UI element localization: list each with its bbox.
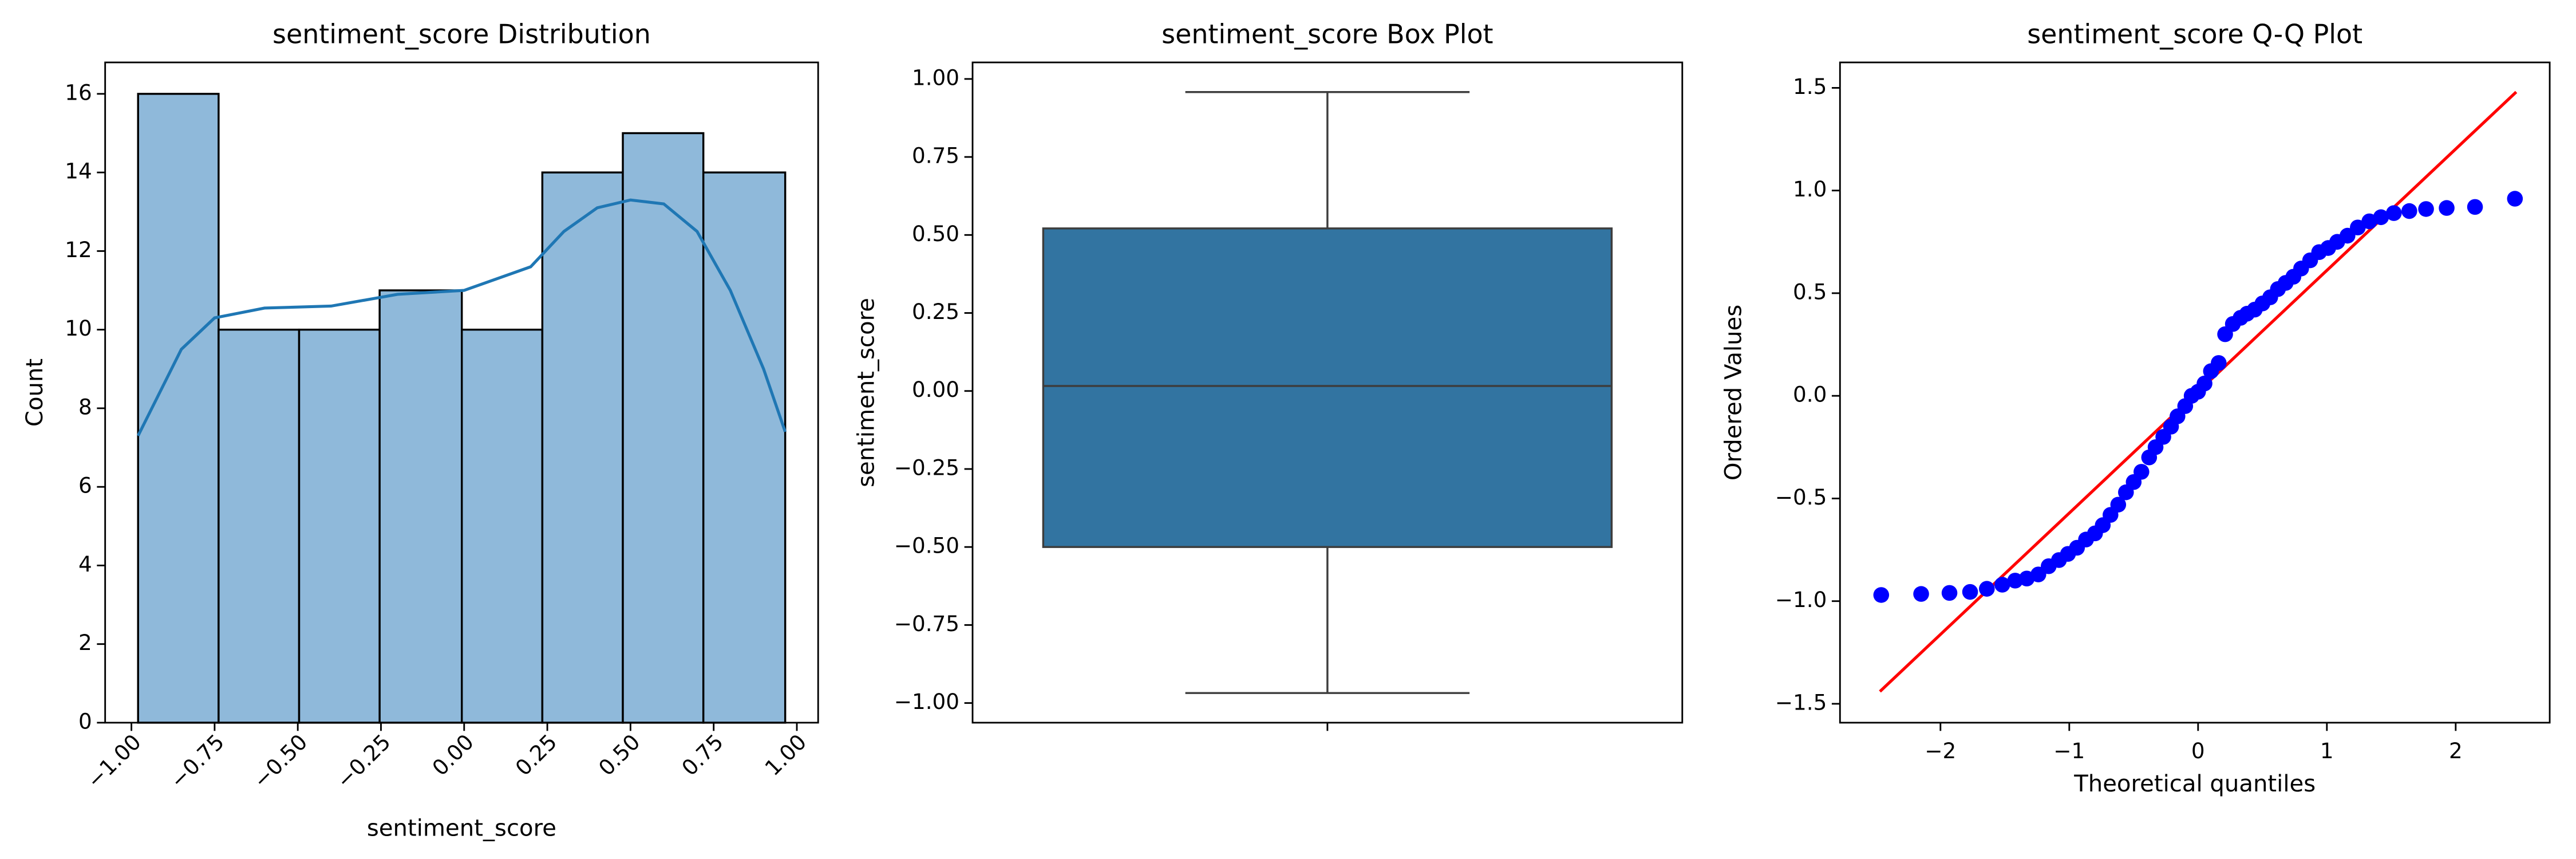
y-tick-label: 8 (78, 394, 92, 419)
y-tick-label: 6 (78, 473, 92, 498)
y-tick-label: 1.0 (1793, 176, 1827, 202)
y-tick-label: −1.0 (1775, 587, 1827, 612)
point (2373, 209, 2389, 226)
chart-title: sentiment_score Q-Q Plot (2027, 19, 2362, 50)
y-tick-label: 0.25 (912, 299, 959, 324)
y-tick-label: 0 (78, 708, 92, 734)
y-tick-label: 10 (65, 316, 92, 341)
x-tick-label: −1.00 (82, 729, 146, 793)
bar (461, 328, 544, 724)
bar (378, 289, 463, 724)
bar (622, 132, 705, 724)
y-tick-label: 12 (65, 237, 92, 262)
x-tick-label: 0 (2191, 738, 2205, 763)
x-axis-label: Theoretical quantiles (2073, 771, 2316, 797)
point (2507, 191, 2523, 207)
y-tick-label: 0.5 (1793, 279, 1827, 304)
x-tick-label: 0.50 (594, 729, 645, 781)
axes-frame (1839, 61, 2551, 724)
point (2134, 464, 2150, 480)
bar (702, 171, 787, 724)
bar (218, 328, 301, 724)
point (1979, 581, 1995, 597)
bar (541, 171, 624, 724)
y-tick-label: 14 (65, 159, 92, 184)
axes-frame (104, 61, 819, 724)
y-tick-label: 16 (65, 80, 92, 105)
y-tick-label: −0.50 (894, 533, 959, 558)
y-tick-label: −1.00 (894, 689, 959, 714)
y-tick-label: −0.25 (894, 455, 959, 480)
y-tick-label: 0.0 (1793, 382, 1827, 407)
x-tick-label: −2 (1925, 738, 1956, 763)
x-tick-label: −0.75 (165, 729, 229, 793)
point (2110, 497, 2127, 513)
chart-title: sentiment_score Distribution (272, 19, 651, 50)
point (2211, 355, 2227, 371)
y-tick-label: −1.5 (1775, 689, 1827, 715)
point (2196, 375, 2212, 392)
y-tick-label: 0.75 (912, 143, 959, 168)
y-tick-label: 0.50 (912, 221, 959, 246)
point (1913, 586, 1929, 602)
x-tick-label: −1 (2053, 738, 2085, 763)
bar (137, 93, 220, 724)
point (1962, 584, 1978, 600)
point (2439, 200, 2455, 216)
y-tick-label: 4 (78, 551, 92, 577)
x-tick-label: 1 (2320, 738, 2334, 763)
point (1994, 577, 2010, 593)
point (2386, 205, 2402, 221)
x-tick-label: −0.50 (248, 729, 313, 793)
x-tick-label: 0.00 (427, 729, 479, 781)
y-tick-label: −0.5 (1775, 484, 1827, 510)
chart-title: sentiment_score Box Plot (1161, 19, 1493, 50)
point (2350, 219, 2366, 235)
y-axis-label: Count (22, 358, 48, 427)
x-tick-label: 2 (2449, 738, 2463, 763)
kde-line (136, 198, 787, 437)
y-axis-label: sentiment_score (853, 298, 879, 487)
x-axis-label: sentiment_score (367, 815, 556, 841)
x-tick-label: 0.25 (511, 729, 562, 781)
y-tick-label: 1.00 (912, 65, 959, 90)
box (1042, 227, 1613, 548)
y-axis-label: Ordered Values (1721, 305, 1747, 480)
point (1941, 585, 1958, 601)
x-tick-label: 0.75 (677, 729, 728, 781)
axes-frame (971, 61, 1684, 724)
point (2418, 201, 2434, 217)
point (2467, 199, 2483, 215)
x-tick-label: 1.00 (760, 729, 811, 781)
x-tick-label: −0.25 (331, 729, 396, 793)
y-tick-label: −0.75 (894, 611, 959, 636)
y-tick-label: 1.5 (1793, 74, 1827, 99)
point (1873, 587, 1890, 603)
y-tick-label: 0.00 (912, 377, 959, 402)
bar (298, 328, 381, 724)
point (2401, 203, 2417, 219)
y-tick-label: 2 (78, 630, 92, 655)
